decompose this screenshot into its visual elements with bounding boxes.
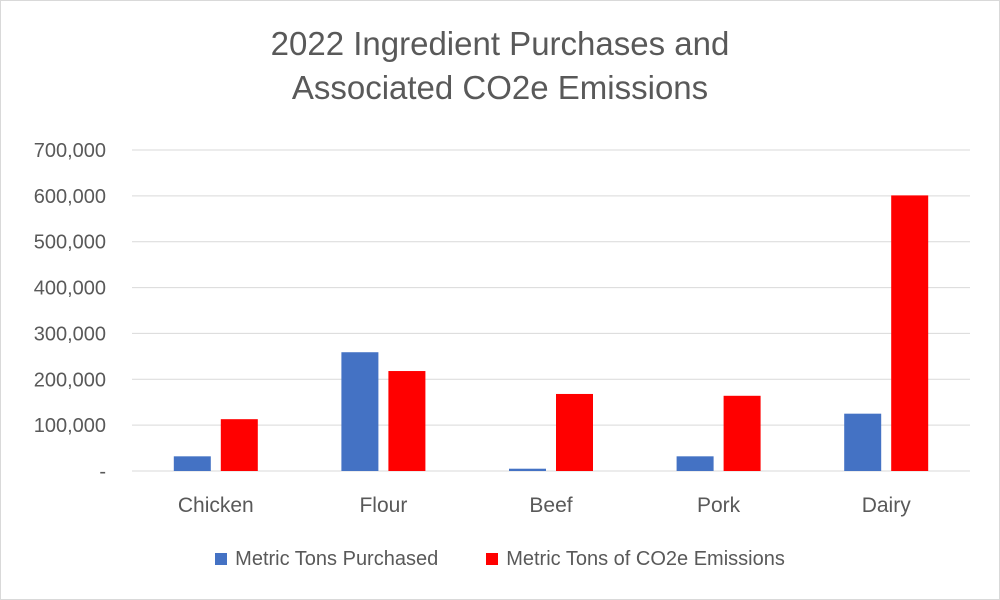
- bars: [173, 195, 929, 472]
- x-category-label: Pork: [697, 494, 741, 517]
- x-axis-category-labels: Chicken Flour Beef Pork Dairy: [178, 494, 911, 517]
- y-axis-tick-labels: - 100,000 200,000 300,000 400,000 500,000 600,…: [34, 140, 106, 483]
- bar-flour-purchased: [341, 352, 379, 471]
- x-category-label: Chicken: [178, 494, 254, 517]
- y-tick-label: 400,000: [34, 278, 106, 300]
- bar-pork-purchased: [676, 456, 714, 471]
- bar-beef-emissions: [556, 393, 593, 471]
- bar-dairy-purchased: [844, 413, 882, 471]
- bar-chicken-emissions: [220, 419, 258, 471]
- y-tick-label: 500,000: [34, 232, 106, 254]
- y-tick-label: -: [99, 461, 106, 483]
- legend-swatch-purchased: [215, 553, 228, 565]
- bar-chicken-purchased: [173, 456, 211, 471]
- bar-flour-emissions: [388, 371, 426, 471]
- legend-item-purchased: Metric Tons Purchased: [215, 548, 438, 571]
- legend-label-emissions: Metric Tons of CO2e Emissions: [506, 547, 785, 570]
- chart-title: 2022 Ingredient Purchases and Associated…: [0, 22, 1000, 110]
- legend: Metric Tons Purchased Metric Tons of CO2…: [0, 544, 1000, 574]
- y-tick-label: 600,000: [34, 186, 106, 208]
- y-tick-label: 300,000: [34, 323, 106, 345]
- legend-item-emissions: Metric Tons of CO2e Emissions: [486, 548, 785, 571]
- chart-title-line-1: 2022 Ingredient Purchases and: [270, 25, 730, 62]
- chart-title-line-2: Associated CO2e Emissions: [291, 69, 709, 106]
- legend-label-purchased: Metric Tons Purchased: [235, 547, 439, 570]
- y-tick-label: 200,000: [34, 369, 106, 391]
- bar-dairy-emissions: [891, 195, 929, 472]
- y-tick-label: 700,000: [34, 140, 106, 162]
- bar-beef-purchased: [509, 468, 546, 471]
- gridlines: [132, 149, 970, 472]
- x-category-label: Beef: [529, 494, 572, 517]
- x-category-label: Flour: [359, 494, 407, 517]
- bar-pork-emissions: [723, 395, 761, 471]
- legend-swatch-emissions: [486, 553, 499, 565]
- x-category-label: Dairy: [862, 494, 912, 517]
- y-tick-label: 100,000: [34, 415, 106, 437]
